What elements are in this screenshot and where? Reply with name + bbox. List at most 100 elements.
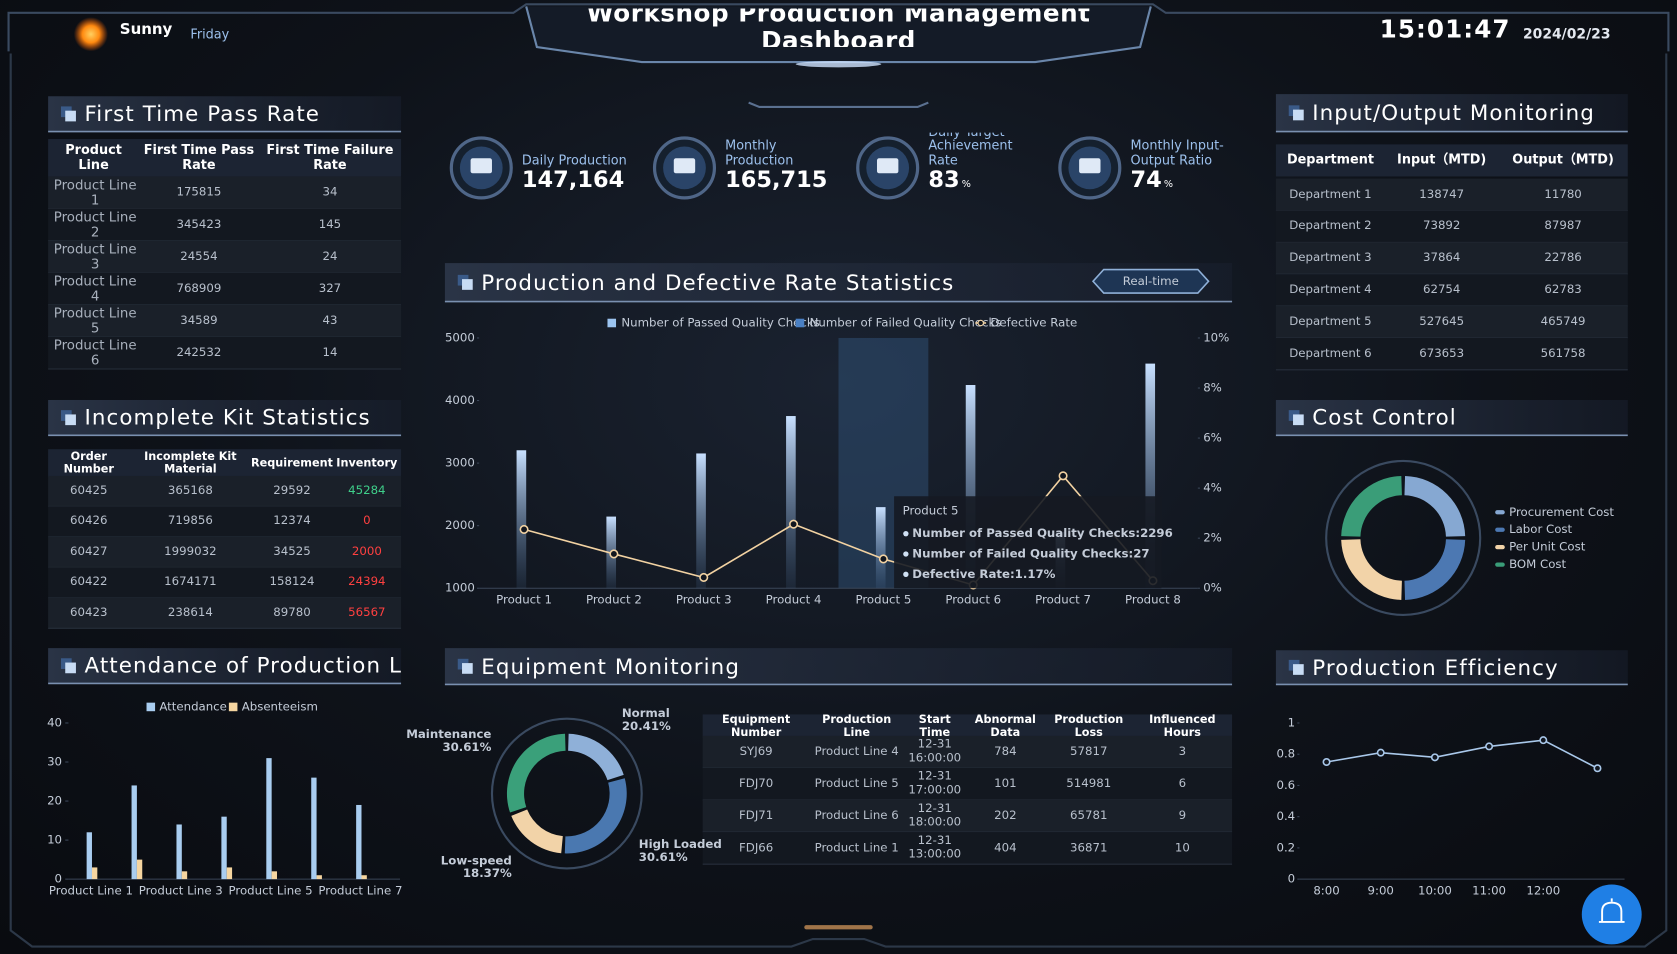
section-header-bg xyxy=(1275,94,1628,132)
table-header-bg xyxy=(48,449,402,477)
bar xyxy=(181,871,188,880)
table-row-bg xyxy=(1275,306,1628,338)
rate-point xyxy=(609,549,619,559)
donut-label: Low-speed xyxy=(441,853,512,867)
y-tick-label: 0.4 xyxy=(1276,809,1295,823)
table-cell: 65781 xyxy=(1070,808,1108,823)
bar xyxy=(176,824,182,880)
tooltip-line: Number of Failed Quality Checks:27 xyxy=(912,547,1149,561)
table-row-bg xyxy=(702,799,1233,833)
table-cell: 6 xyxy=(1178,776,1187,791)
table-cell: Product Line 6 xyxy=(814,808,899,823)
table-row-bg xyxy=(48,506,402,537)
date: 2024/02/23 xyxy=(1522,26,1611,43)
legend-marker xyxy=(146,702,156,712)
table-header: First Time Failure Rate xyxy=(266,141,394,172)
table-cell: Product Line 1 xyxy=(53,176,137,208)
donut-label: Maintenance xyxy=(406,727,491,741)
kpi-label: Daily Target Achievement Rate xyxy=(928,133,1013,169)
legend-marker xyxy=(1495,545,1505,550)
y-tick-label: 0.8 xyxy=(1276,747,1295,761)
efficiency-line xyxy=(1326,739,1598,769)
table-cell: 11780 xyxy=(1544,186,1582,201)
alarm-button-bg[interactable] xyxy=(1581,884,1642,945)
donut-segment xyxy=(1404,475,1466,537)
legend-label: Absenteeism xyxy=(242,699,318,713)
kpi-value: 147,164 xyxy=(522,167,640,195)
x-tick-label: Product 1 xyxy=(496,592,552,606)
table-row-bg xyxy=(1275,242,1628,275)
x-tick-label: 9:00 xyxy=(1368,883,1394,897)
x-tick-label: Product Line 7 xyxy=(318,883,402,897)
frame-top xyxy=(7,3,1670,52)
section-header-bg xyxy=(1275,399,1628,436)
table-cell: 673653 xyxy=(1419,346,1465,360)
tooltip-dot xyxy=(903,531,909,537)
alarm-icon[interactable] xyxy=(1598,898,1625,923)
table-cell: 202 xyxy=(994,808,1017,823)
table-cell: Department 4 xyxy=(1289,282,1372,297)
frame-deco xyxy=(804,925,873,930)
section-icon xyxy=(65,414,76,426)
table-cell: Department 1 xyxy=(1289,186,1372,201)
table-cell: 404 xyxy=(994,840,1017,855)
kpi-unit: % xyxy=(961,179,971,191)
table-row-bg xyxy=(702,832,1233,865)
efficiency-point xyxy=(1593,764,1602,773)
table-cell: 327 xyxy=(318,280,342,295)
legend-marker xyxy=(977,319,984,327)
table-cell: 87987 xyxy=(1544,218,1582,233)
table-cell: 0 xyxy=(363,513,371,528)
legend-marker xyxy=(1495,527,1505,532)
button-shape[interactable] xyxy=(1091,268,1210,294)
bar xyxy=(271,871,278,880)
donut-segment xyxy=(511,809,563,854)
rate-point xyxy=(519,524,529,534)
table-header: Department xyxy=(1286,151,1374,167)
table-cell: 12-31 13:00:00 xyxy=(908,833,962,861)
table-cell: 60423 xyxy=(70,605,108,620)
table-row-bg xyxy=(1275,274,1628,307)
y-tick-label: 3000 xyxy=(445,456,475,470)
table-cell: 60425 xyxy=(70,483,108,498)
kpi-icon-glyph xyxy=(1079,158,1101,174)
x-tick-label: Product Line 5 xyxy=(229,883,313,897)
table-cell: Product Line 5 xyxy=(53,304,137,336)
table-cell: 57817 xyxy=(1070,744,1108,758)
bar xyxy=(356,804,362,880)
bar xyxy=(131,785,137,880)
table-cell: Department 2 xyxy=(1289,218,1372,233)
x-tick-label: 12:00 xyxy=(1526,883,1560,897)
table-cell: 62754 xyxy=(1422,282,1461,297)
bar xyxy=(266,758,272,880)
kpi-number: 165,715 xyxy=(725,166,828,193)
clock: 15:01:47 xyxy=(1379,15,1511,44)
y-tick-label: 0 xyxy=(55,872,62,886)
realtime-button[interactable]: Real-time xyxy=(1091,268,1210,294)
table-cell: 9 xyxy=(1178,808,1187,823)
button-label[interactable]: Real-time xyxy=(1123,274,1179,288)
y2-tick-label: 0% xyxy=(1203,581,1222,595)
y2-tick-label: 10% xyxy=(1203,330,1229,344)
table-cell: 768909 xyxy=(176,280,222,295)
table-row-bg xyxy=(48,272,402,305)
glow xyxy=(795,60,882,68)
table-header: Production Line xyxy=(822,714,892,738)
legend-label: Number of Passed Quality Checks xyxy=(621,315,819,329)
y-tick-label: 10 xyxy=(47,833,62,847)
rate-point xyxy=(699,572,709,583)
table-header-bg xyxy=(1275,144,1628,177)
legend-label: Defective Rate xyxy=(990,315,1077,329)
section-title: Cost Control xyxy=(1312,404,1457,430)
table-row-bg xyxy=(48,208,402,241)
table-row-bg xyxy=(48,176,402,209)
table-header: Incomplete Kit Material xyxy=(144,450,237,476)
table-cell: 43 xyxy=(322,313,338,327)
table-cell: 34589 xyxy=(180,313,218,327)
alarm-button[interactable] xyxy=(1581,884,1642,945)
bar xyxy=(696,453,706,589)
x-tick-label: Product 3 xyxy=(676,592,732,606)
donut-segment xyxy=(1341,539,1402,600)
section-header-bg xyxy=(48,96,402,132)
section-icon xyxy=(1293,109,1304,121)
